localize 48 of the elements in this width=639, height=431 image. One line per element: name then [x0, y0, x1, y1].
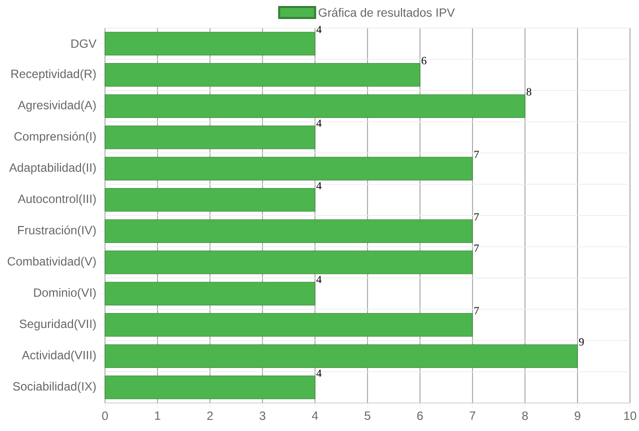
legend-label: Gráfica de resultados IPV: [318, 8, 455, 17]
x-tick-label: 3: [260, 412, 266, 420]
bar: [104, 313, 473, 337]
data-label: 4: [316, 182, 322, 190]
x-tick-label: 8: [522, 412, 528, 420]
x-tick-label: 1: [155, 412, 160, 420]
bar: [104, 126, 316, 150]
y-tick-label: Dominio(VI): [34, 288, 96, 300]
data-label: 4: [316, 26, 322, 34]
bar: [104, 94, 526, 118]
x-tick-label: 9: [574, 412, 580, 420]
y-tick-label: Adaptabilidad(II): [9, 163, 96, 174]
y-tick-label: Frustración(IV): [18, 225, 96, 237]
data-label: 4: [316, 276, 322, 284]
bar: [104, 344, 578, 368]
y-tick-label: Autocontrol(III): [18, 194, 96, 206]
bar: [104, 219, 473, 243]
bar: [104, 376, 316, 400]
x-tick-label: 2: [207, 412, 213, 420]
y-tick-label: Receptividad(R): [11, 69, 96, 80]
bar: [104, 32, 316, 56]
data-label: 8: [526, 88, 532, 96]
data-label: 7: [474, 213, 479, 221]
bar: [104, 250, 473, 274]
data-label: 4: [316, 120, 322, 127]
y-tick-label: DGV: [71, 39, 96, 48]
y-tick-label: Comprensión(I): [14, 132, 96, 144]
data-label: 4: [316, 370, 322, 377]
data-label: 9: [579, 338, 584, 346]
bar: [104, 63, 420, 87]
y-tick-label: Actividad(VIII): [22, 350, 96, 362]
y-tick-label: Combatividad(V): [8, 256, 96, 268]
data-label: 7: [474, 307, 479, 314]
x-tick-label: 6: [417, 412, 423, 420]
x-tick-label: 7: [470, 412, 476, 420]
x-tick-label: 10: [624, 412, 636, 420]
y-tick-label: Seguridad(VII): [20, 319, 96, 330]
bar: [104, 156, 473, 180]
bar: [104, 188, 316, 212]
data-label: 7: [474, 150, 479, 158]
data-label: 6: [422, 56, 426, 64]
data-label: 7: [474, 244, 479, 252]
y-tick-label: Sociabilidad(IX): [12, 382, 96, 393]
x-tick-label: 4: [312, 412, 318, 420]
x-tick-label: 0: [102, 412, 108, 420]
bar: [104, 282, 316, 306]
y-tick-label: Agresividad(A): [18, 100, 96, 112]
x-tick-label: 5: [364, 412, 370, 420]
